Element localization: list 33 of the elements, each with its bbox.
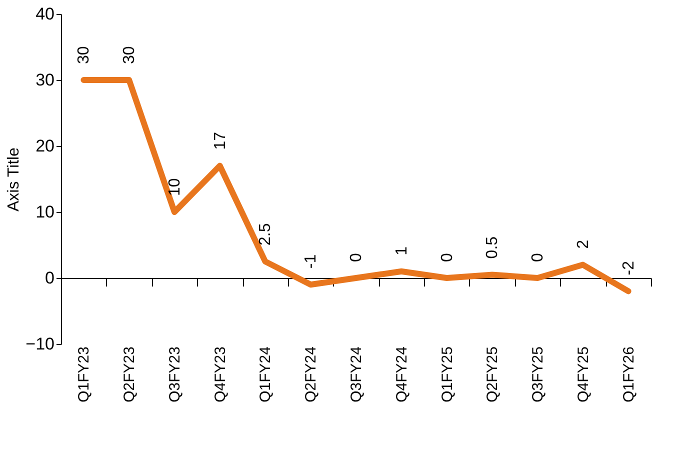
x-tick-label: Q1FY26 bbox=[620, 346, 638, 402]
data-label: 30 bbox=[121, 46, 138, 64]
data-label: 10 bbox=[166, 178, 184, 196]
x-tick-label: Q2FY24 bbox=[302, 346, 320, 402]
y-tick-label: 10 bbox=[36, 202, 54, 222]
data-label: 0 bbox=[438, 253, 456, 262]
y-axis-title: Axis Title bbox=[6, 147, 23, 212]
x-tick-label: Q4FY23 bbox=[212, 346, 229, 402]
x-tick-label: Q2FY23 bbox=[121, 346, 138, 402]
x-tick-label: Q4FY24 bbox=[393, 346, 410, 402]
data-label: -1 bbox=[302, 254, 320, 269]
data-label: 17 bbox=[212, 132, 229, 150]
x-tick-label: Q3FY23 bbox=[166, 346, 184, 402]
y-tick-label: 0 bbox=[45, 268, 54, 288]
data-label: -2 bbox=[620, 260, 638, 276]
x-tick-label: Q1FY23 bbox=[76, 346, 93, 402]
data-label: 0.5 bbox=[484, 236, 502, 259]
x-tick-label: Q2FY25 bbox=[484, 346, 502, 402]
data-label: 2.5 bbox=[257, 223, 274, 246]
data-label: 0 bbox=[348, 253, 365, 262]
y-tick-label: 30 bbox=[36, 70, 54, 90]
data-label: 2 bbox=[574, 240, 592, 249]
data-label: 1 bbox=[393, 246, 410, 256]
y-tick-label: −10 bbox=[26, 334, 54, 354]
data-label: 0 bbox=[530, 253, 547, 262]
x-tick-label: Q4FY25 bbox=[574, 346, 592, 402]
x-tick-label: Q1FY25 bbox=[438, 346, 456, 402]
x-tick-label: Q3FY24 bbox=[348, 346, 365, 402]
x-tick-label: Q3FY25 bbox=[530, 346, 547, 402]
y-tick-label: 40 bbox=[36, 4, 54, 24]
x-tick-label: Q1FY24 bbox=[257, 346, 274, 402]
data-label: 30 bbox=[76, 46, 93, 64]
y-tick-label: 20 bbox=[36, 136, 54, 156]
